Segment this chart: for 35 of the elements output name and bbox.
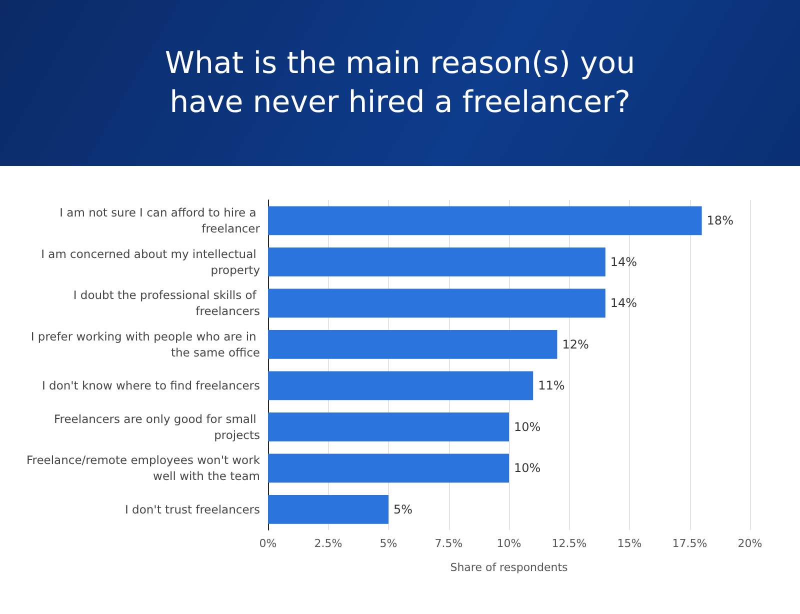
data-label: 10% bbox=[514, 420, 541, 434]
x-tick-label: 12.5% bbox=[552, 537, 587, 550]
y-tick-label: I prefer working with people who are in the same office bbox=[30, 329, 260, 360]
y-tick-label: Freelancers are only good for small projects bbox=[54, 412, 260, 442]
data-label: 14% bbox=[610, 296, 638, 310]
x-tick-label: 15% bbox=[617, 537, 642, 550]
bar bbox=[268, 206, 702, 236]
x-tick-label: 0% bbox=[259, 537, 277, 550]
bar bbox=[268, 247, 606, 276]
x-tick-label: 10% bbox=[496, 537, 522, 550]
data-label: 12% bbox=[562, 337, 589, 352]
data-label: 11% bbox=[538, 378, 565, 393]
x-tick-label: 2.5% bbox=[314, 537, 342, 550]
bar bbox=[268, 330, 558, 359]
data-label: 5% bbox=[394, 502, 413, 516]
x-tick-label: 20% bbox=[738, 537, 762, 550]
y-tick-label: I am not sure I can afford to hire a freelancer bbox=[60, 206, 260, 236]
bar bbox=[268, 412, 509, 442]
data-label: 14% bbox=[610, 254, 638, 269]
y-tick-label: Freelance/remote employees won't work well with the team bbox=[26, 453, 260, 484]
x-tick-label: 5% bbox=[380, 537, 398, 550]
bar bbox=[268, 288, 606, 318]
y-tick-label: I am concerned about my intellectual property bbox=[41, 246, 260, 277]
y-tick-label: I doubt the professional skills of freelancers bbox=[73, 288, 260, 318]
x-axis-title: Share of respondents bbox=[450, 561, 568, 574]
bar bbox=[268, 371, 534, 400]
bar bbox=[268, 494, 388, 524]
x-tick-label: 17.5% bbox=[672, 537, 708, 550]
data-label: 10% bbox=[514, 461, 541, 476]
chart-title: What is the main reason(s) you have never hired a freelancer? bbox=[164, 45, 636, 122]
y-tick-label: I don't know where to find freelancers bbox=[42, 378, 260, 393]
x-tick-label: 7.5% bbox=[434, 537, 463, 550]
data-label: 18% bbox=[706, 214, 734, 228]
bar bbox=[268, 454, 509, 483]
y-tick-label: I don't trust freelancers bbox=[124, 502, 260, 516]
